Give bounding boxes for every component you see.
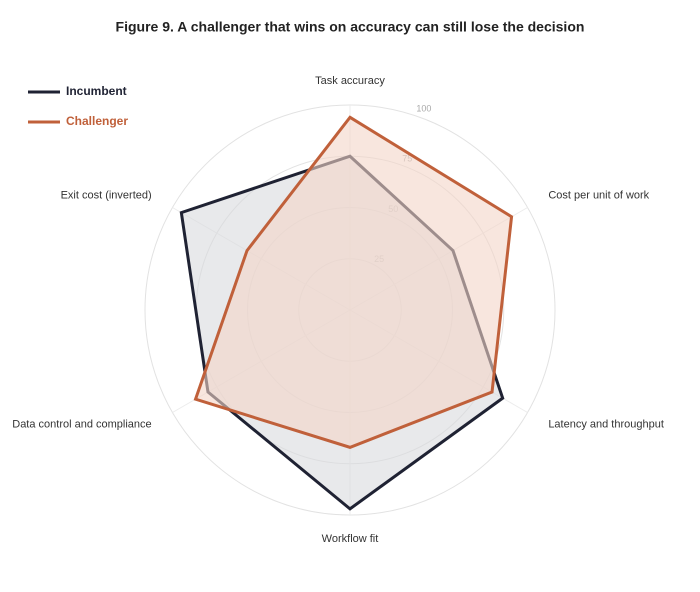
- axis-label: Exit cost (inverted): [61, 189, 152, 201]
- axis-label: Cost per unit of work: [548, 189, 649, 201]
- axis-label: Task accuracy: [315, 75, 385, 87]
- series-area: [193, 115, 514, 449]
- axis-label: Data control and compliance: [12, 418, 151, 430]
- r-tick-label: 100: [416, 103, 431, 113]
- axis-label: Workflow fit: [322, 533, 379, 545]
- legend-label: Incumbent: [66, 84, 127, 98]
- chart-title: Figure 9. A challenger that wins on accu…: [116, 19, 585, 35]
- legend-label: Challenger: [66, 114, 128, 128]
- axis-label: Latency and throughput: [548, 418, 664, 430]
